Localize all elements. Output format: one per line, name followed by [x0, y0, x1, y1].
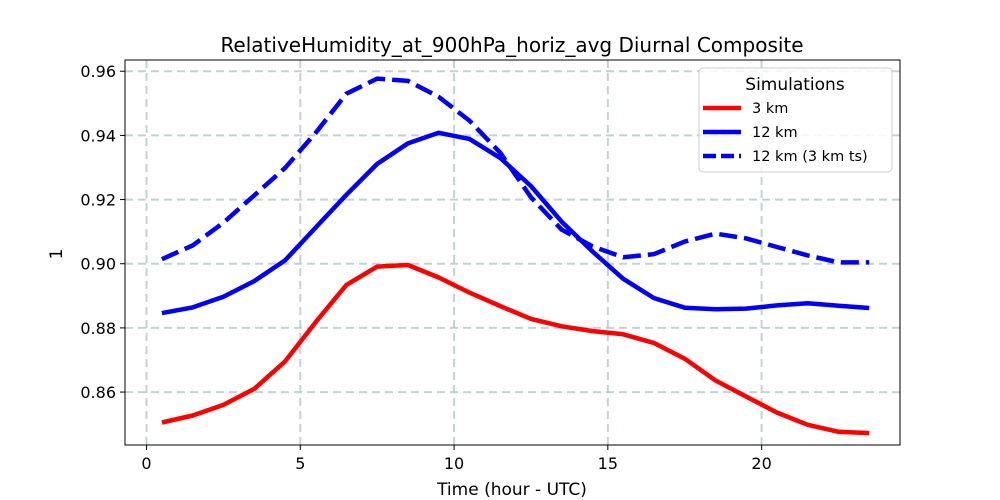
- y-tick-label: 0.92: [80, 191, 116, 210]
- plot-area-frame: [124, 59, 901, 446]
- x-tick-label: 15: [598, 454, 618, 473]
- legend-label-3: 12 km (3 km ts): [752, 149, 868, 165]
- series-line-1: [161, 262, 870, 436]
- x-tick-label: 0: [141, 454, 151, 473]
- legend: Simulations 3 km 12 km 12 km (3 km ts): [698, 67, 893, 173]
- series-lines: [160, 76, 870, 436]
- legend-label-2: 12 km: [752, 125, 798, 141]
- y-tick-label: 0.94: [80, 126, 116, 145]
- legend-label-1: 3 km: [752, 101, 788, 117]
- x-tick-label: 5: [295, 454, 305, 473]
- y-axis-label: 1: [47, 249, 67, 260]
- y-tick-label: 0.96: [80, 62, 116, 81]
- chart-title: RelativeHumidity_at_900hPa_horiz_avg Diu…: [220, 33, 803, 57]
- y-tick-label: 0.88: [80, 319, 116, 338]
- x-axis-ticks: 0 5 10 15 20: [141, 445, 772, 473]
- x-tick-label: 10: [444, 454, 464, 473]
- y-tick-label: 0.90: [80, 255, 116, 274]
- x-tick-label: 20: [751, 454, 771, 473]
- x-gridlines: [145, 60, 763, 445]
- x-axis-label: Time (hour - UTC): [436, 480, 587, 500]
- y-axis-ticks: 0.86 0.88 0.90 0.92 0.94 0.96: [80, 62, 125, 402]
- legend-box: [698, 67, 893, 173]
- y-tick-label: 0.86: [80, 383, 116, 402]
- legend-title: Simulations: [745, 75, 845, 95]
- series-line-3: [160, 76, 870, 265]
